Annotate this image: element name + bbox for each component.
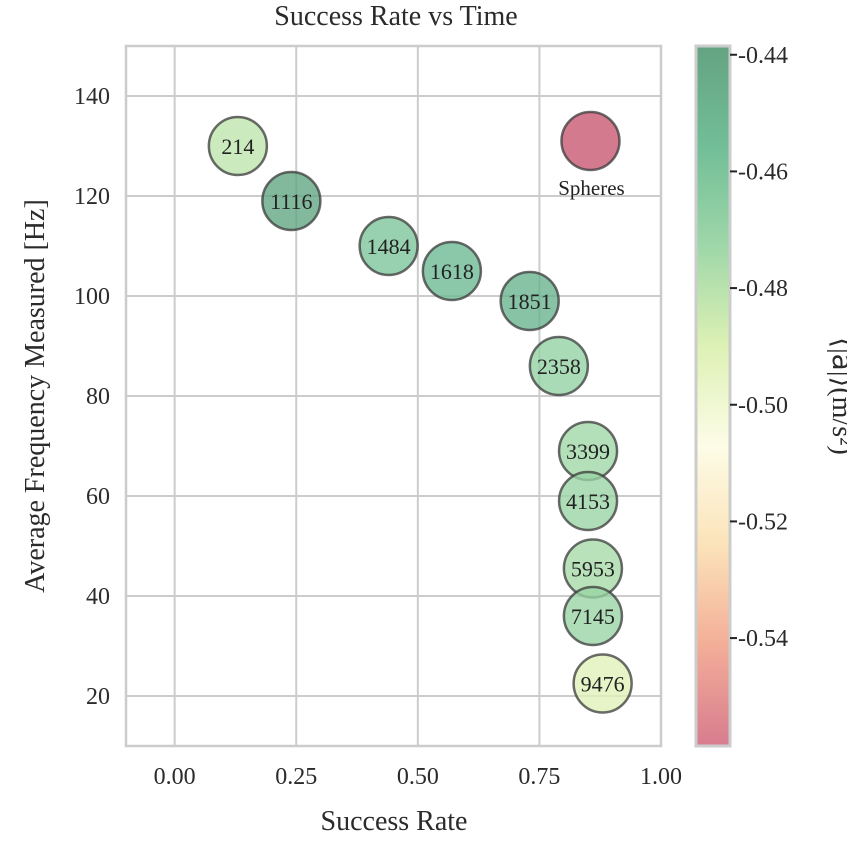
colorbar-label: ⟨|a⃗|⟩(m/s²) [826, 337, 847, 455]
data-point-label: 2358 [537, 354, 581, 379]
colorbar-tick-label: -0.44 [738, 43, 788, 69]
colorbar-tick-label: -0.46 [738, 159, 788, 185]
colorbar-ticks: -0.44 -0.46 -0.48 -0.50 -0.52 -0.54 [730, 43, 788, 652]
y-tick-label: 100 [74, 284, 110, 310]
y-tick-label: 80 [86, 384, 110, 410]
x-tick-label: 1.00 [640, 764, 682, 790]
data-point-7145 [562, 585, 624, 647]
y-axis-label: Average Frequency Measured [Hz] [20, 199, 51, 593]
data-points: 214 1116 1484 1618 1851 2358 3399 4153 5953 7145 9… [207, 110, 633, 714]
data-point-1618 [421, 240, 483, 302]
data-point-label: 5953 [571, 557, 615, 582]
data-point-1116 [261, 170, 322, 232]
y-tick-label: 60 [86, 484, 110, 510]
colorbar-tick-label: -0.50 [738, 393, 788, 419]
data-point-9476 [572, 653, 633, 714]
y-axis-ticks: 20 40 60 80 100 120 140 [74, 84, 110, 710]
data-point-1484 [358, 215, 419, 277]
x-axis-ticks: 0.00 0.25 0.50 0.75 1.00 [154, 764, 682, 790]
x-tick-label: 0.50 [397, 764, 439, 790]
data-point-label: 1116 [270, 189, 312, 214]
colorbar [694, 44, 732, 748]
data-point-label: 1851 [508, 289, 552, 314]
chart-title: Success Rate vs Time [274, 1, 517, 32]
x-tick-label: 0.75 [518, 764, 560, 790]
y-tick-label: 140 [74, 84, 110, 110]
y-tick-label: 120 [74, 184, 110, 210]
colorbar-tick-label: -0.52 [738, 509, 788, 535]
data-point-label: 214 [221, 134, 254, 159]
colorbar-tick-label: -0.48 [738, 276, 788, 302]
plot-frame [124, 44, 663, 748]
data-point-1851 [499, 270, 560, 332]
spheres-point [560, 110, 621, 172]
data-point-label: 7145 [571, 604, 615, 629]
x-axis-label: Success Rate [321, 806, 468, 837]
colorbar-tick-label: -0.54 [738, 626, 788, 652]
data-point-214 [207, 115, 269, 177]
x-tick-label: 0.25 [275, 764, 317, 790]
data-point-label: 3399 [566, 439, 610, 464]
data-point-4153 [557, 470, 619, 532]
data-point-label: 1618 [430, 259, 474, 284]
spheres-label: Spheres [558, 176, 625, 200]
data-point-label: 9476 [581, 672, 625, 697]
y-tick-label: 40 [86, 584, 110, 610]
data-point-2358 [528, 335, 590, 397]
x-tick-label: 0.00 [154, 764, 196, 790]
data-point-label: 1484 [367, 234, 411, 259]
y-tick-label: 20 [86, 684, 110, 710]
data-point-label: 4153 [566, 489, 610, 514]
